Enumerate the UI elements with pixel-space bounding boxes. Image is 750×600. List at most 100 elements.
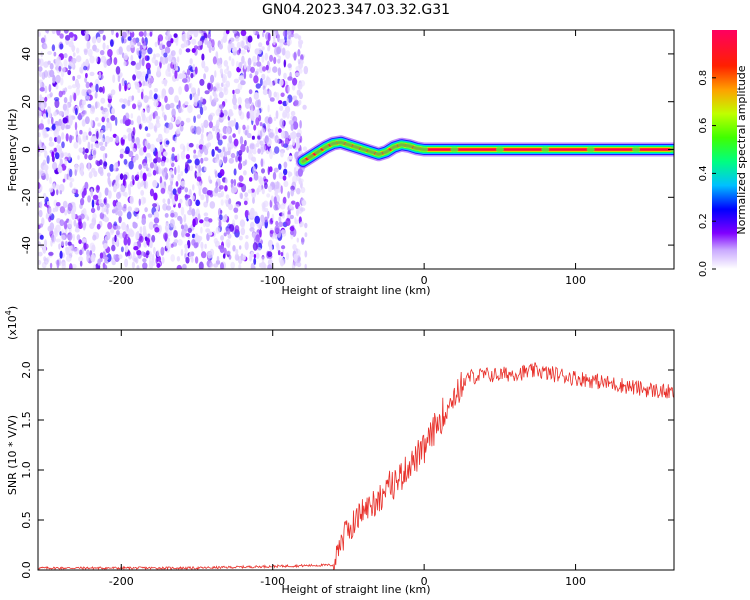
noise-cell [171, 108, 176, 118]
noise-cell [78, 147, 84, 153]
noise-cell [87, 48, 93, 57]
noise-cell [247, 189, 252, 194]
noise-cell [215, 181, 219, 188]
noise-cell [276, 188, 281, 193]
noise-cell [212, 56, 217, 65]
noise-cell [152, 203, 158, 208]
noise-cell [157, 164, 161, 174]
noise-cell [252, 149, 257, 155]
noise-cell [118, 82, 122, 92]
noise-cell [214, 70, 217, 78]
noise-cell [287, 155, 294, 160]
noise-cell [163, 232, 169, 241]
noise-cell [120, 185, 126, 193]
noise-cell [38, 260, 42, 265]
noise-cell [203, 157, 209, 162]
noise-cell [146, 55, 150, 61]
noise-cell [102, 243, 108, 249]
noise-cell [262, 31, 265, 38]
noise-cell [98, 71, 102, 79]
noise-cell [59, 33, 64, 39]
noise-cell [280, 252, 284, 257]
noise-cell [120, 246, 124, 253]
noise-cell [239, 74, 245, 82]
noise-cell [149, 143, 156, 153]
noise-cell [228, 157, 234, 164]
noise-cell [165, 35, 171, 41]
noise-cell [239, 245, 242, 250]
noise-cell [115, 32, 119, 38]
noise-cell [290, 230, 294, 236]
noise-cell [147, 47, 153, 55]
noise-cell [267, 210, 270, 219]
noise-cell [87, 162, 91, 172]
noise-cell [237, 126, 241, 135]
noise-cell [189, 205, 192, 213]
noise-cell [296, 237, 299, 243]
noise-cell [219, 185, 224, 190]
noise-cell [53, 97, 60, 102]
noise-cell [273, 167, 279, 173]
noise-cell [219, 68, 223, 75]
noise-cell [223, 155, 228, 164]
noise-cell [147, 142, 151, 150]
noise-cell [59, 43, 64, 50]
noise-cell [227, 142, 231, 148]
noise-cell [246, 145, 249, 153]
noise-cell [111, 209, 116, 214]
noise-cell [106, 44, 109, 50]
noise-cell [237, 156, 241, 162]
noise-cell [87, 103, 92, 109]
noise-cell [200, 96, 204, 103]
noise-cell [39, 234, 44, 240]
noise-cell [141, 251, 145, 256]
noise-cell [72, 247, 78, 252]
noise-cell [213, 263, 219, 268]
noise-cell [264, 182, 268, 190]
noise-cell [296, 208, 299, 217]
noise-cell [292, 138, 296, 146]
noise-cell [130, 60, 136, 66]
noise-cell [108, 190, 112, 199]
noise-cell [198, 261, 204, 269]
noise-cell [44, 85, 48, 94]
noise-cell [102, 160, 107, 170]
noise-cell [182, 73, 187, 80]
noise-cell [204, 148, 209, 156]
noise-cell [225, 30, 230, 35]
noise-cell [62, 103, 67, 111]
noise-cell [59, 206, 65, 214]
noise-cell [249, 177, 253, 182]
noise-cell [263, 200, 269, 208]
noise-cell [259, 130, 263, 140]
noise-cell [136, 213, 139, 220]
noise-cell [200, 251, 207, 259]
noise-cell [131, 95, 135, 101]
noise-cell [103, 216, 110, 223]
noise-cell [49, 69, 55, 78]
noise-cell [49, 176, 52, 184]
noise-cell [46, 30, 50, 34]
noise-cell [249, 147, 254, 154]
noise-cell [141, 37, 145, 44]
noise-cell [146, 167, 149, 172]
noise-cell [149, 31, 153, 37]
noise-cell [62, 178, 66, 183]
spectrogram-x-ticks: -200 -100 0 100 [109, 30, 586, 287]
noise-cell [74, 193, 79, 198]
noise-cell [238, 107, 242, 117]
noise-cell [179, 217, 183, 225]
noise-cell [232, 245, 236, 252]
noise-cell [137, 181, 142, 190]
noise-cell [85, 116, 90, 125]
snr-frame [37, 329, 675, 571]
noise-cell [106, 207, 109, 215]
noise-cell [74, 121, 78, 131]
noise-cell [298, 178, 302, 185]
noise-cell [299, 41, 302, 49]
noise-cell [214, 158, 219, 164]
noise-cell [159, 56, 163, 63]
noise-cell [119, 173, 124, 181]
noise-cell [233, 179, 237, 186]
